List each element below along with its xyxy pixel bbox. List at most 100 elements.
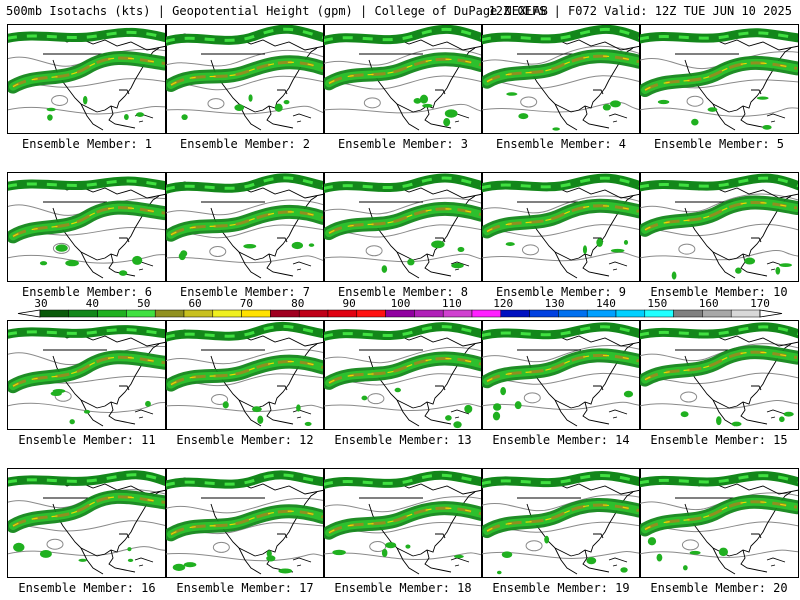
ensemble-map-panel: Ensemble Member: 9 xyxy=(481,172,641,299)
ensemble-member-label: Ensemble Member: 12 xyxy=(176,433,314,447)
isotach-map xyxy=(323,24,483,134)
colorbar-tick-label: 130 xyxy=(545,297,565,310)
colorbar-tick-label: 50 xyxy=(137,297,150,310)
colorbar-tick-label: 170 xyxy=(750,297,770,310)
isotach-map xyxy=(7,320,167,430)
colorbar-swatch xyxy=(212,309,242,318)
ensemble-map-panel: Ensemble Member: 3 xyxy=(323,24,483,151)
colorbar-swatch xyxy=(414,309,444,318)
ensemble-member-label: Ensemble Member: 4 xyxy=(495,137,627,151)
colorbar-swatch xyxy=(270,309,300,318)
isotach-map xyxy=(639,24,799,134)
colorbar-swatch xyxy=(183,309,214,318)
isotach-map xyxy=(323,172,483,282)
colorbar-swatch xyxy=(126,309,156,318)
ensemble-member-label: Ensemble Member: 7 xyxy=(179,285,311,299)
isotach-map xyxy=(481,172,641,282)
ensemble-member-label: Ensemble Member: 2 xyxy=(179,137,311,151)
ensemble-map-panel: Ensemble Member: 11 xyxy=(7,320,167,447)
ensemble-map-panel: Ensemble Member: 18 xyxy=(323,468,483,595)
ensemble-map-panel: Ensemble Member: 10 xyxy=(639,172,799,299)
colorbar-tick-label: 100 xyxy=(391,297,411,310)
ensemble-map-panel: Ensemble Member: 6 xyxy=(7,172,167,299)
ensemble-map-panel: Ensemble Member: 8 xyxy=(323,172,483,299)
ensemble-map-panel: Ensemble Member: 5 xyxy=(639,24,799,151)
ensemble-map-panel: Ensemble Member: 4 xyxy=(481,24,641,151)
colorbar-tick-label: 70 xyxy=(240,297,253,310)
colorbar-tick-label: 150 xyxy=(647,297,667,310)
colorbar-swatch xyxy=(154,309,185,318)
isotach-map xyxy=(165,468,325,578)
colorbar-swatch xyxy=(385,309,415,318)
ensemble-member-label: Ensemble Member: 5 xyxy=(653,137,785,151)
colorbar-swatch xyxy=(558,309,588,318)
ensemble-member-label: Ensemble Member: 9 xyxy=(495,285,627,299)
ensemble-map-panel: Ensemble Member: 17 xyxy=(165,468,325,595)
ensemble-member-label: Ensemble Member: 14 xyxy=(492,433,630,447)
isotach-map xyxy=(165,320,325,430)
colorbar-tick-label: 90 xyxy=(343,297,356,310)
run-valid-time: 12Z GEFS | F072 Valid: 12Z TUE JUN 10 20… xyxy=(488,4,792,18)
colorbar-swatch xyxy=(673,309,703,318)
isotach-map xyxy=(165,24,325,134)
colorbar-swatch xyxy=(615,309,646,318)
colorbar-swatch xyxy=(442,309,473,318)
colorbar-swatch xyxy=(644,309,674,318)
colorbar-swatch xyxy=(327,309,358,318)
colorbar-tick-label: 110 xyxy=(442,297,462,310)
ensemble-map-panel: Ensemble Member: 1 xyxy=(7,24,167,151)
colorbar-tick-label: 60 xyxy=(188,297,201,310)
colorbar-swatch xyxy=(68,309,98,318)
isotach-map xyxy=(165,172,325,282)
colorbar-swatch xyxy=(97,309,127,318)
isotach-map xyxy=(7,172,167,282)
isotach-map xyxy=(481,468,641,578)
ensemble-map-panel: Ensemble Member: 13 xyxy=(323,320,483,447)
colorbar-swatch xyxy=(39,309,70,318)
colorbar-right-arrow xyxy=(759,309,783,318)
colorbar-swatch xyxy=(356,309,386,318)
isotach-map xyxy=(481,320,641,430)
ensemble-map-panel: Ensemble Member: 2 xyxy=(165,24,325,151)
isotach-map xyxy=(639,172,799,282)
colorbar-swatch xyxy=(471,309,502,318)
isotach-map xyxy=(639,468,799,578)
colorbar-tick-label: 80 xyxy=(291,297,304,310)
ensemble-map-panel: Ensemble Member: 7 xyxy=(165,172,325,299)
ensemble-member-label: Ensemble Member: 11 xyxy=(18,433,156,447)
colorbar-swatch xyxy=(298,309,329,318)
ensemble-member-label: Ensemble Member: 19 xyxy=(492,581,630,595)
ensemble-map-panel: Ensemble Member: 19 xyxy=(481,468,641,595)
ensemble-member-label: Ensemble Member: 10 xyxy=(650,285,788,299)
ensemble-member-label: Ensemble Member: 20 xyxy=(650,581,788,595)
ensemble-member-label: Ensemble Member: 18 xyxy=(334,581,472,595)
colorbar-tick-label: 140 xyxy=(596,297,616,310)
colorbar-swatch xyxy=(702,309,732,318)
isotach-map xyxy=(7,24,167,134)
ensemble-member-label: Ensemble Member: 3 xyxy=(337,137,469,151)
colorbar-tick-label: 40 xyxy=(86,297,99,310)
colorbar-swatch xyxy=(529,309,559,318)
colorbar-swatch xyxy=(241,309,271,318)
ensemble-member-label: Ensemble Member: 8 xyxy=(337,285,469,299)
colorbar-left-arrow xyxy=(17,309,41,318)
isotach-map xyxy=(481,24,641,134)
ensemble-member-label: Ensemble Member: 17 xyxy=(176,581,314,595)
isotach-map xyxy=(639,320,799,430)
isotach-map xyxy=(7,468,167,578)
chart-title: 500mb Isotachs (kts) | Geopotential Heig… xyxy=(6,4,548,18)
ensemble-map-panel: Ensemble Member: 12 xyxy=(165,320,325,447)
ensemble-map-panel: Ensemble Member: 20 xyxy=(639,468,799,595)
colorbar-tick-label: 120 xyxy=(493,297,513,310)
ensemble-member-label: Ensemble Member: 16 xyxy=(18,581,156,595)
ensemble-map-panel: Ensemble Member: 16 xyxy=(7,468,167,595)
colorbar-tick-label: 30 xyxy=(34,297,47,310)
ensemble-map-panel: Ensemble Member: 14 xyxy=(481,320,641,447)
ensemble-member-label: Ensemble Member: 1 xyxy=(21,137,153,151)
colorbar-swatch xyxy=(730,309,761,318)
isotach-map xyxy=(323,320,483,430)
colorbar-tick-label: 160 xyxy=(699,297,719,310)
colorbar-swatch xyxy=(500,309,530,318)
ensemble-member-label: Ensemble Member: 13 xyxy=(334,433,472,447)
colorbar-legend: 30 40 50 60 70 80 90 100 110 120 130 140 150 160 170 xyxy=(17,297,783,318)
